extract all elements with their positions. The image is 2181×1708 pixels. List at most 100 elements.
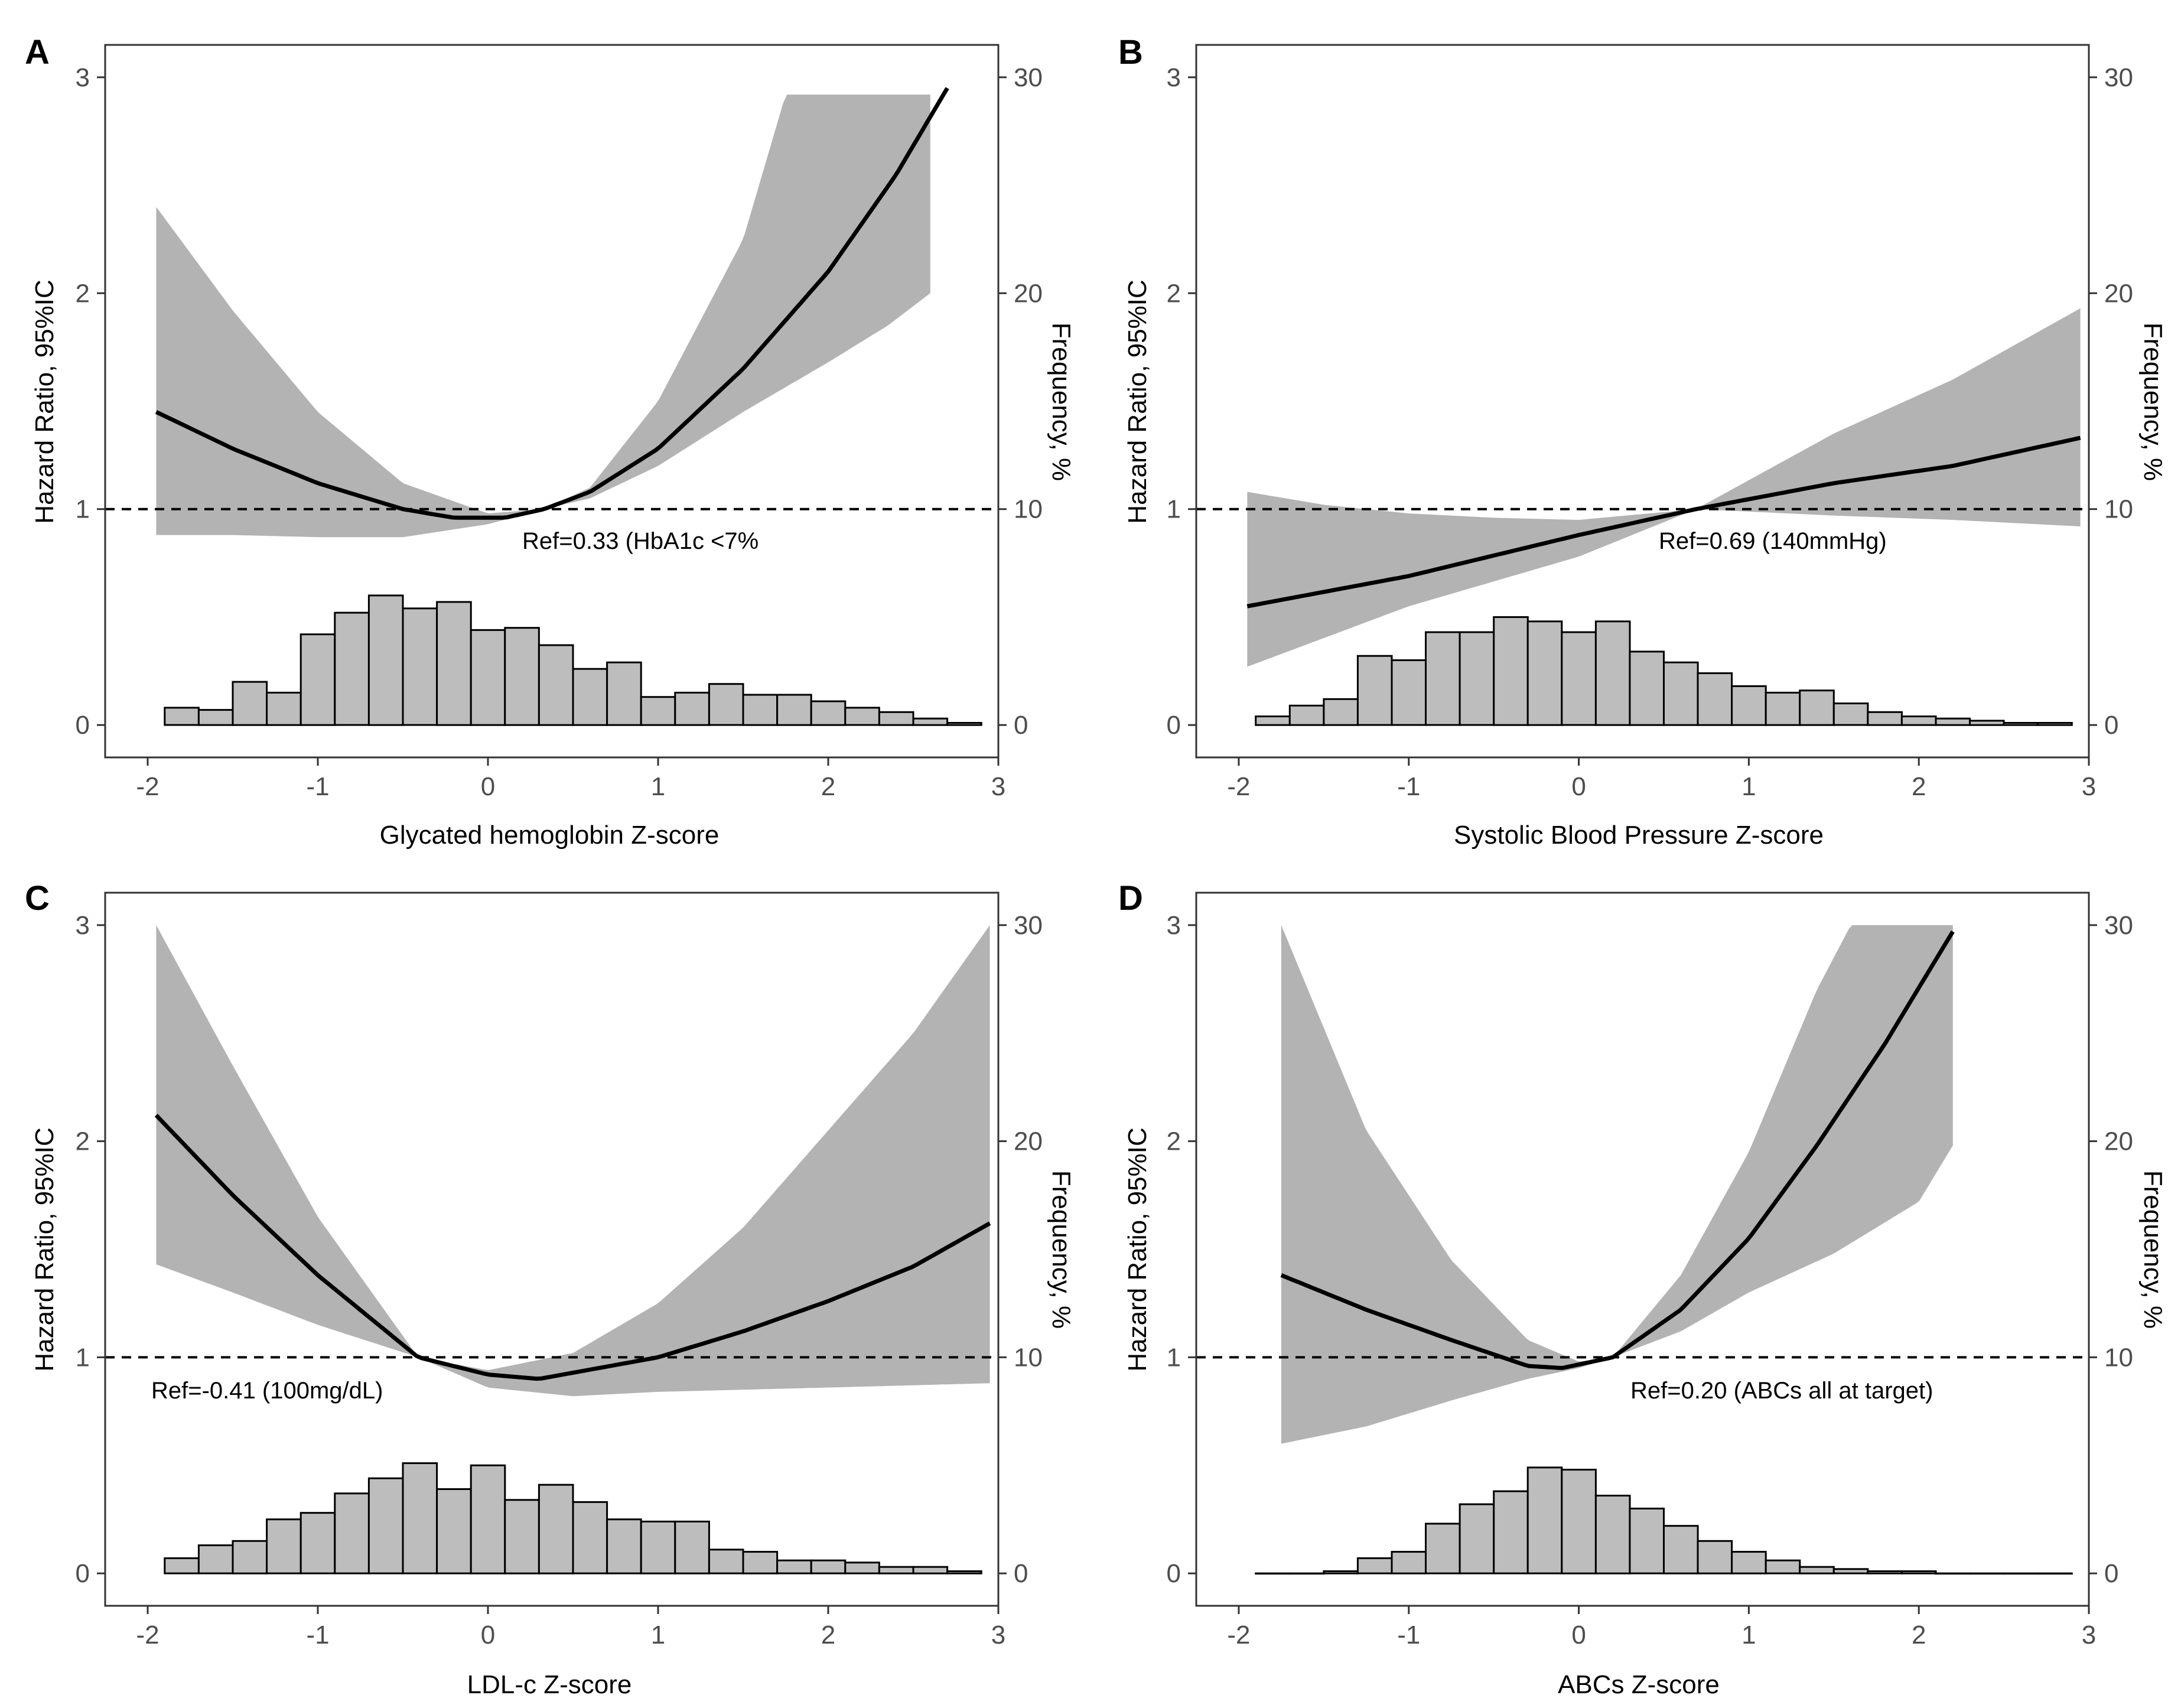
panel-b-histogram-bar — [1356, 655, 1393, 726]
panel-a-ref-label: Ref=0.33 (HbA1c <7% — [522, 528, 759, 554]
panel-a-histogram-bar — [844, 707, 880, 726]
panel-a-y-tick-label-left: 0 — [76, 711, 90, 740]
panel-b-histogram-bar — [2037, 722, 2073, 726]
panel-c-x-tick-label: 3 — [991, 1621, 1005, 1650]
panel-d-y-tick-label-right: 10 — [2104, 1343, 2133, 1372]
panel-b-y-tick-label-right: 30 — [2104, 63, 2133, 92]
panel-b-histogram-bar — [1288, 704, 1325, 726]
panel-b-histogram-bar — [1425, 631, 1461, 726]
panel-a-histogram-bar — [300, 633, 336, 726]
panel-d-histogram-bar — [1459, 1503, 1495, 1574]
panel-c-y-tick-label-right: 10 — [1014, 1343, 1043, 1372]
panel-d-histogram-bar — [1526, 1466, 1563, 1574]
panel-b-plot-frame — [1195, 44, 2090, 759]
panel-d-histogram-bar — [1493, 1490, 1529, 1574]
panel-a-y-axis-title-right: Frequency, % — [1047, 323, 1076, 481]
panel-d-y-axis-title-left: Hazard Ratio, 95%IC — [1123, 1127, 1152, 1371]
panel-a-x-axis-title: Glycated hemoglobin Z-score — [380, 821, 720, 850]
panel-d-histogram-bar — [1356, 1557, 1393, 1574]
panel-a-y-axis-title-left: Hazard Ratio, 95%IC — [30, 279, 59, 523]
panel-c-x-tick-label: 2 — [821, 1621, 835, 1650]
panel-b-histogram-bar — [1969, 720, 2005, 726]
panel-letter-a: A — [25, 33, 50, 71]
panel-b-y-tick-label-left: 2 — [1167, 279, 1181, 308]
panel-a-confidence-band — [156, 95, 930, 538]
panel-a-y-tick-label-left: 3 — [76, 63, 90, 92]
panel-d-histogram-bar — [1663, 1525, 1699, 1574]
panel-b-x-tick-label: 3 — [2082, 772, 2096, 801]
panel-d-histogram-bar — [1288, 1572, 1325, 1575]
panel-a-histogram-bar — [946, 722, 982, 726]
panel-b-histogram-bar — [1493, 616, 1529, 726]
panel-a-histogram-bar — [572, 668, 608, 726]
panel-c-y-tick-label-right: 0 — [1014, 1559, 1028, 1588]
panel-d-x-axis-title: ABCs Z-score — [1558, 1670, 1720, 1699]
panel-d-ref-label: Ref=0.20 (ABCs all at target) — [1630, 1378, 1933, 1404]
panel-c-histogram-bar — [878, 1566, 914, 1574]
panel-b-x-tick-label: 1 — [1741, 772, 1756, 801]
panel-c-histogram-bar — [197, 1544, 234, 1574]
panel-c-histogram-bar — [436, 1488, 472, 1574]
panel-d-bars-layer — [1255, 1466, 2073, 1575]
panel-d-histogram-bar — [1969, 1572, 2005, 1575]
panel-b-histogram-bar — [1663, 661, 1699, 726]
panel-a-plot-frame — [104, 44, 1000, 759]
panel-b-bars-layer — [1255, 616, 2073, 726]
panel-a-x-tick-label: 3 — [991, 772, 1005, 801]
panel-a-histogram-bar — [674, 691, 710, 726]
panel-c-histogram-bar — [674, 1520, 710, 1574]
panel-letter-d: D — [1118, 879, 1143, 918]
panel-c-histogram-bar — [810, 1559, 847, 1574]
panel-d-y-tick-label-left: 0 — [1167, 1559, 1181, 1588]
panel-a-histogram-bar — [436, 601, 472, 726]
panel-b-y-tick-label-left: 3 — [1167, 63, 1181, 92]
panel-d-y-tick-label-right: 30 — [2104, 911, 2133, 940]
panel-c-bars-layer — [164, 1462, 982, 1574]
panel-b-histogram-bar — [1935, 717, 1971, 726]
panel-a-histogram-bar — [470, 629, 506, 726]
panel-a-histogram-bar — [197, 709, 234, 726]
panel-b-ref-label: Ref=0.69 (140mmHg) — [1659, 528, 1887, 554]
panel-d-histogram-bar — [1425, 1522, 1461, 1574]
panel-b-histogram-bar — [1832, 702, 1869, 726]
panel-a-bars-layer — [164, 594, 982, 726]
panel-a-histogram-bar — [878, 711, 914, 726]
panel-b-histogram-bar — [1629, 650, 1665, 726]
panel-b-x-tick-label: -1 — [1397, 772, 1420, 801]
panel-b-y-tick-label-left: 0 — [1167, 711, 1181, 740]
panel-b-y-tick-label-right: 0 — [2104, 711, 2118, 740]
panel-d-histogram-bar — [1765, 1559, 1801, 1574]
panel-b-y-tick-label-right: 20 — [2104, 279, 2133, 308]
panel-c-histogram-bar — [844, 1561, 880, 1574]
panel-c-y-tick-label-left: 1 — [76, 1343, 90, 1372]
panel-d-histogram-bar — [1935, 1572, 1971, 1575]
panel-a-y-tick-label-left: 1 — [76, 495, 90, 524]
panel-c-x-tick-label: -2 — [136, 1621, 159, 1650]
panel-a-histogram-bar — [266, 691, 302, 726]
panel-d-histogram-bar — [1594, 1495, 1631, 1574]
panel-d-plot-frame — [1195, 892, 2090, 1607]
panel-b-x-tick-label: 2 — [1912, 772, 1926, 801]
panel-c-y-tick-label-left: 3 — [76, 911, 90, 940]
panel-b-hr-curve — [1246, 435, 2081, 609]
panel-c-y-tick-label-right: 30 — [1014, 911, 1043, 940]
panel-c-hr-curve — [154, 1114, 991, 1381]
panel-c-y-axis-title-right: Frequency, % — [1047, 1170, 1076, 1329]
panel-d-x-tick-label: -2 — [1227, 1621, 1250, 1650]
panel-a-histogram-bar — [606, 661, 642, 726]
panel-c-histogram-bar — [572, 1501, 608, 1574]
panel-c-histogram-bar — [708, 1548, 744, 1574]
panel-d-x-tick-label: 3 — [2082, 1621, 2096, 1650]
panel-c-y-axis-title-left: Hazard Ratio, 95%IC — [30, 1127, 59, 1371]
panel-d-y-tick-label-right: 20 — [2104, 1127, 2133, 1156]
panel-d-x-tick-label: 1 — [1741, 1621, 1756, 1650]
panel-a-y-tick-label-right: 10 — [1014, 495, 1043, 524]
panel-a-histogram-bar — [810, 700, 847, 726]
panel-a-x-tick-label: 2 — [821, 772, 835, 801]
panel-b-y-tick-label-left: 1 — [1167, 495, 1181, 524]
panel-c-histogram-bar — [776, 1559, 812, 1574]
panel-c-band-layer — [156, 925, 990, 1397]
panel-b-histogram-bar — [1594, 620, 1631, 726]
